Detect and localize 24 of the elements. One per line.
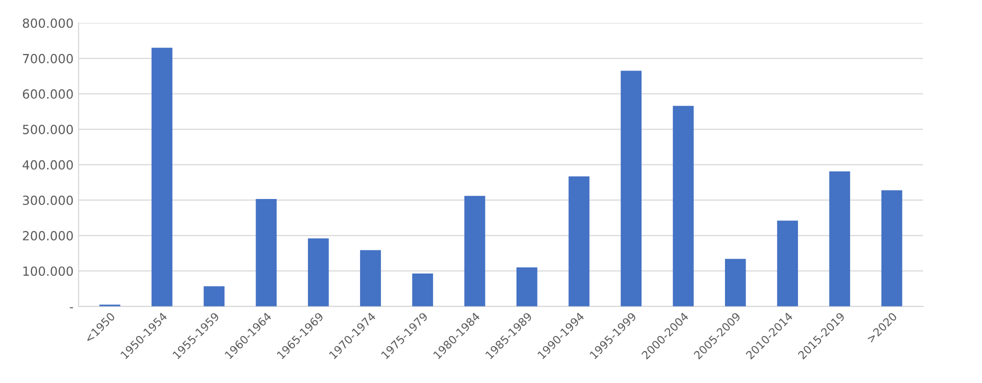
y-tick-label: 600.000 <box>22 89 73 99</box>
y-tick-label: 700.000 <box>23 54 73 64</box>
y-tick-label: - <box>70 307 74 308</box>
bar <box>724 258 746 306</box>
bar <box>152 48 172 306</box>
bar <box>620 70 642 306</box>
bar <box>412 273 434 306</box>
bar <box>204 286 225 306</box>
y-tick-label: 400.000 <box>22 160 73 170</box>
y-tick-label: 500.000 <box>22 124 73 134</box>
y-tick-label: 800.000 <box>22 18 73 28</box>
y-tick-label: 200.000 <box>22 231 73 240</box>
bar <box>568 176 590 306</box>
bar <box>308 238 329 306</box>
y-tick-label: 300.000 <box>22 196 73 206</box>
bar <box>464 196 486 306</box>
y-tick-label: 100.000 <box>23 266 73 276</box>
bar <box>829 171 850 306</box>
bar <box>777 220 798 306</box>
bar <box>881 190 902 306</box>
bar <box>360 250 381 306</box>
bar <box>256 199 277 306</box>
bar <box>516 267 538 306</box>
bar <box>672 106 694 306</box>
